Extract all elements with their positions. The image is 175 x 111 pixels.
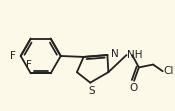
Text: N: N [111,49,119,59]
Text: S: S [88,85,94,96]
Text: F: F [26,60,32,70]
Text: F: F [10,51,16,61]
Text: NH: NH [127,50,143,60]
Text: Cl: Cl [164,66,174,76]
Text: O: O [129,83,137,93]
